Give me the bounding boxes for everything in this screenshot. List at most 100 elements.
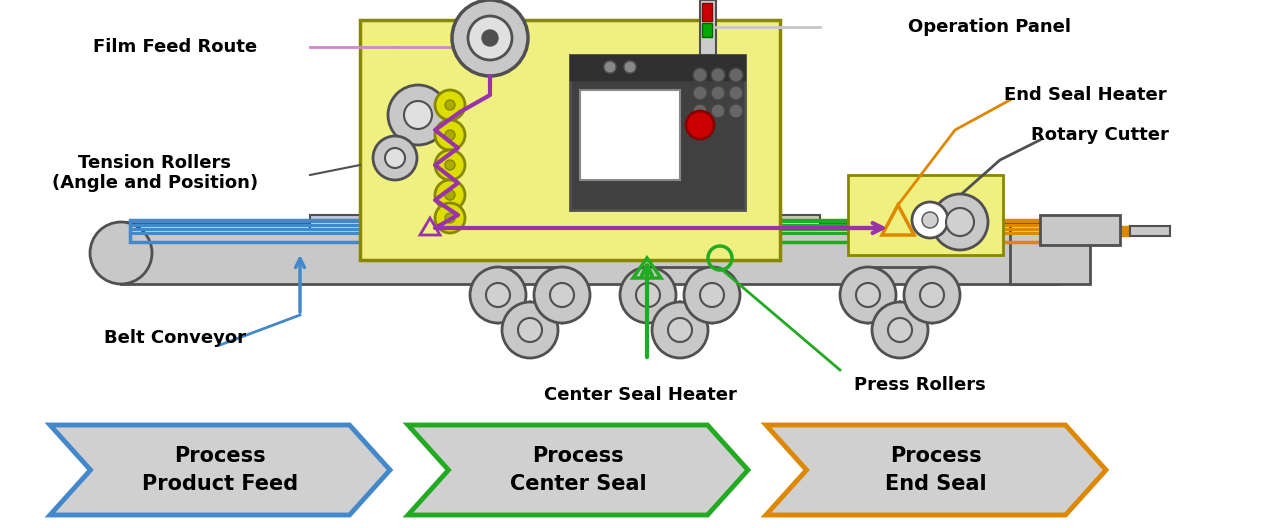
Polygon shape [50,425,390,515]
Circle shape [624,61,636,73]
Bar [420,215,480,230]
Bar [528,224,871,227]
Bar [528,220,871,242]
Circle shape [693,104,707,118]
Bar [847,175,1003,255]
Circle shape [487,283,510,307]
Circle shape [446,100,455,110]
Circle shape [686,111,714,139]
Circle shape [534,267,591,323]
Text: Process: Process [890,447,982,467]
Bar [130,232,530,235]
Text: Center Seal: Center Seal [510,474,646,494]
Circle shape [517,318,542,342]
Circle shape [711,86,725,100]
Circle shape [467,16,512,60]
Text: Center Seal Heater: Center Seal Heater [543,386,737,404]
Circle shape [435,120,465,150]
Bar [1040,215,1120,245]
Circle shape [435,203,465,233]
Circle shape [446,160,455,170]
Bar [868,232,1061,235]
Bar [570,55,745,80]
Bar [528,228,871,231]
Bar [130,220,530,223]
Circle shape [856,283,880,307]
Circle shape [700,283,724,307]
Circle shape [470,267,526,323]
Bar [702,23,713,37]
Circle shape [385,148,404,168]
Circle shape [452,0,528,76]
Circle shape [446,190,455,200]
Circle shape [729,68,743,82]
Text: Operation Panel: Operation Panel [909,18,1072,36]
Bar [650,215,710,230]
Circle shape [932,194,987,250]
Circle shape [446,130,455,140]
Bar [1130,226,1170,236]
Circle shape [435,180,465,210]
Bar [530,215,591,230]
Circle shape [912,202,948,238]
Text: End Seal: End Seal [885,474,987,494]
Bar [868,224,1061,227]
Polygon shape [767,425,1106,515]
Circle shape [90,222,152,284]
Circle shape [550,283,574,307]
Circle shape [693,68,707,82]
Bar [760,215,820,230]
Text: Film Feed Route: Film Feed Route [92,38,257,56]
Circle shape [668,318,692,342]
Bar [580,90,681,180]
Circle shape [693,86,707,100]
Text: Tension Rollers
(Angle and Position): Tension Rollers (Angle and Position) [51,154,258,192]
Circle shape [446,213,455,223]
Bar [360,20,779,260]
Bar [868,228,1061,231]
Text: Process: Process [532,447,624,467]
Circle shape [603,61,616,73]
Circle shape [904,267,960,323]
Circle shape [729,104,743,118]
Circle shape [620,267,675,323]
Circle shape [922,212,939,228]
Bar [130,220,530,242]
Bar [700,0,716,55]
Bar [309,215,370,230]
Bar [1061,226,1130,236]
Bar [868,220,1061,242]
Circle shape [636,283,660,307]
Circle shape [711,104,725,118]
Bar [130,228,530,231]
Bar [702,3,713,21]
Bar [1011,222,1090,284]
Circle shape [482,30,498,46]
Circle shape [872,302,928,358]
Bar [868,220,1061,223]
Text: Process: Process [175,447,266,467]
Circle shape [372,136,417,180]
Circle shape [684,267,740,323]
Text: Belt Conveyor: Belt Conveyor [104,329,247,347]
Bar [570,55,745,210]
Circle shape [404,101,431,129]
Bar [130,224,530,227]
Circle shape [889,318,912,342]
Circle shape [388,85,448,145]
Circle shape [502,302,559,358]
Circle shape [921,283,944,307]
Text: Product Feed: Product Feed [143,474,298,494]
Circle shape [652,302,707,358]
Circle shape [840,267,896,323]
Bar [121,222,1061,284]
Polygon shape [408,425,749,515]
Circle shape [946,208,975,236]
Circle shape [435,150,465,180]
Circle shape [711,68,725,82]
Bar [528,232,871,235]
Text: Press Rollers: Press Rollers [854,376,986,394]
Bar [528,220,871,223]
Circle shape [729,86,743,100]
Circle shape [435,90,465,120]
